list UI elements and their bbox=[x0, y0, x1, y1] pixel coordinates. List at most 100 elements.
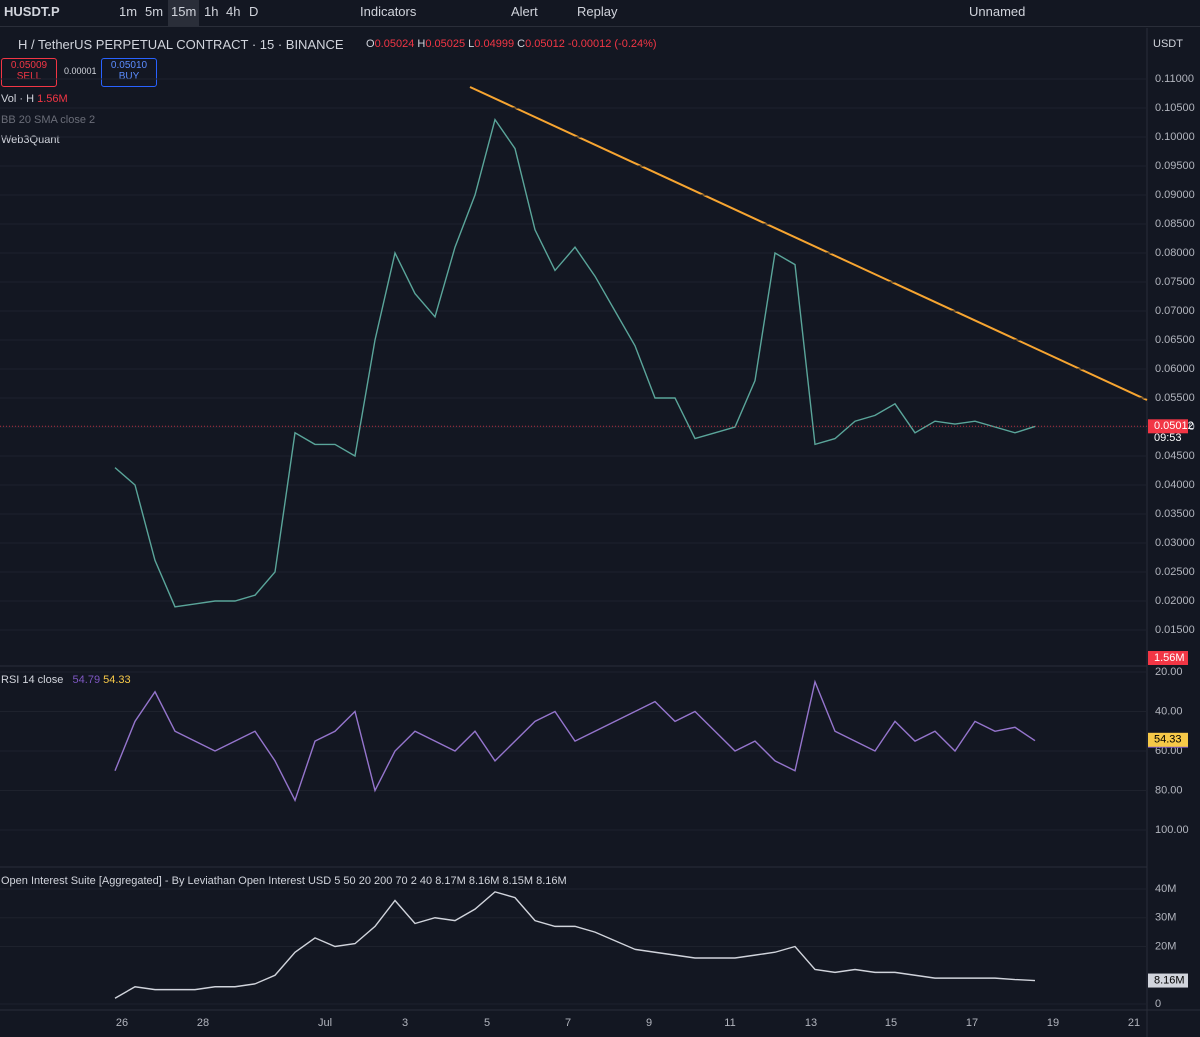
layout-name[interactable]: Unnamed bbox=[969, 4, 1026, 19]
buy: BUY bbox=[118, 71, 140, 82]
interval[interactable]: 15m bbox=[168, 0, 200, 26]
series-line bbox=[114, 679, 1036, 803]
y-tick-label: 0.06500 bbox=[1155, 334, 1195, 346]
y-tick-label: 0.02500 bbox=[1155, 566, 1195, 578]
l: 0.04999 bbox=[474, 38, 515, 50]
y-tick-label: 0.09500 bbox=[1155, 160, 1195, 172]
symbol-title: H / TetherUS PERPETUAL CONTRACT · 15 · B… bbox=[18, 37, 344, 52]
replay[interactable]: Replay bbox=[577, 4, 618, 19]
price-tag bbox=[1148, 419, 1188, 434]
x-tick-label: Jul bbox=[318, 1017, 332, 1029]
vol-legend: Vol · H 1.56M bbox=[1, 93, 68, 105]
interval[interactable]: 1h bbox=[204, 4, 219, 19]
x-tick-label: 5 bbox=[484, 1017, 490, 1029]
oi-reading: 8.15M bbox=[502, 875, 534, 887]
symbol[interactable]: HUSDT.P bbox=[4, 4, 60, 19]
rsi-ma: 54.33 bbox=[103, 674, 131, 686]
o: 0.05024 bbox=[374, 38, 415, 50]
y-tick-label: 0.06000 bbox=[1155, 363, 1195, 375]
interval[interactable]: D bbox=[249, 4, 259, 19]
l-label: L bbox=[468, 38, 475, 50]
ohlc: O0.05024 H0.05025 L0.04999 C0.05012 -0.0… bbox=[366, 38, 657, 50]
price-tag-label: 8.16M bbox=[1154, 974, 1185, 986]
h: 0.05025 bbox=[425, 38, 466, 50]
rsi-title: RSI 14 close bbox=[1, 674, 64, 686]
y-tick-label: 0.04500 bbox=[1155, 450, 1195, 462]
currency[interactable]: USDT bbox=[1153, 38, 1183, 50]
oi-legend: Open Interest Suite [Aggregated] - By Le… bbox=[1, 875, 567, 887]
y-tick-label: 40M bbox=[1155, 883, 1176, 895]
interval[interactable]: 5m bbox=[145, 4, 164, 19]
y-tick-label: 0.11000 bbox=[1155, 73, 1194, 85]
y-tick-label: 0.03000 bbox=[1155, 537, 1195, 549]
y-tick-label: 20M bbox=[1155, 940, 1176, 952]
y-tick-label: 0.09000 bbox=[1155, 189, 1195, 201]
countdown: 09:53 bbox=[1154, 432, 1182, 444]
sell-price: 0.05009 bbox=[10, 60, 48, 71]
vol-label: Vol · H bbox=[1, 93, 35, 105]
y-tick-label: 0.01500 bbox=[1155, 624, 1195, 636]
change: -0.00012 (-0.24%) bbox=[567, 38, 657, 50]
price-tag-label: 0.05012 bbox=[1154, 420, 1194, 432]
rsi-legend: RSI 14 close 54.79 54.33 bbox=[1, 674, 131, 686]
x-tick-label: 3 bbox=[402, 1017, 408, 1029]
y-tick-label: 80.00 bbox=[1155, 784, 1183, 796]
x-tick-label: 26 bbox=[116, 1017, 128, 1029]
oi-reading: 8.16M bbox=[536, 875, 567, 887]
toolbar: HUSDT.P 1m 5m 15m 1h 4h D Indicators Ale… bbox=[0, 0, 1200, 27]
o-label: O bbox=[366, 38, 375, 50]
y-tick-label: 0.07000 bbox=[1155, 305, 1195, 317]
x-tick-label: 17 bbox=[966, 1017, 978, 1029]
trend-line bbox=[469, 86, 1148, 401]
h-label: H bbox=[417, 38, 426, 50]
bb-legend: BB 20 SMA close 2 bbox=[1, 114, 96, 126]
x-tick-label: 19 bbox=[1047, 1017, 1059, 1029]
vol-tag: 1.56M bbox=[1154, 652, 1185, 664]
rsi: 54.79 bbox=[72, 674, 101, 686]
sell: SELL bbox=[16, 71, 42, 82]
y-tick-label: 30M bbox=[1155, 912, 1176, 924]
interval[interactable]: 1m bbox=[119, 4, 138, 19]
y-tick-label: 20.00 bbox=[1155, 666, 1183, 678]
y-tick-label: 0.10500 bbox=[1155, 102, 1195, 114]
x-tick-label: 21 bbox=[1128, 1017, 1140, 1029]
vol: 1.56M bbox=[37, 93, 68, 105]
price-tag bbox=[1148, 732, 1188, 747]
x-tick-label: 11 bbox=[724, 1017, 735, 1029]
x-tick-label: 9 bbox=[646, 1017, 652, 1029]
alert[interactable]: Alert bbox=[511, 4, 538, 19]
y-tick-label: 0.03500 bbox=[1155, 508, 1195, 520]
y-tick-label: 60.00 bbox=[1155, 745, 1183, 757]
y-tick-label: 0.10000 bbox=[1155, 131, 1195, 143]
c-label: C bbox=[517, 38, 526, 50]
oi-reading: 8.17M bbox=[435, 875, 466, 887]
series-line bbox=[114, 117, 1036, 608]
buy-button[interactable]: 0.05010 BUY bbox=[101, 58, 157, 87]
y-tick-label: 0.05000 bbox=[1155, 421, 1195, 433]
x-tick-label: 7 bbox=[565, 1017, 571, 1029]
oi-reading: 8.16M bbox=[468, 875, 500, 887]
x-tick-label: 15 bbox=[885, 1017, 897, 1029]
y-tick-label: 0.08000 bbox=[1155, 247, 1195, 259]
price-tag bbox=[1148, 733, 1188, 748]
oi-title: Open Interest Suite [Aggregated] - By Le… bbox=[1, 875, 433, 887]
price-tag bbox=[1148, 973, 1188, 988]
spread: 0.00001 bbox=[64, 66, 97, 76]
y-tick-label: 0.04000 bbox=[1155, 479, 1195, 491]
y-tick-label: 0 bbox=[1155, 998, 1161, 1010]
web3-legend: Web3Quant bbox=[1, 134, 60, 146]
y-tick-label: 0.05500 bbox=[1155, 392, 1195, 404]
interval[interactable]: 4h bbox=[226, 4, 241, 19]
y-tick-label: 40.00 bbox=[1155, 705, 1183, 717]
indicators[interactable]: Indicators bbox=[360, 4, 417, 19]
y-tick-label: 0.02000 bbox=[1155, 595, 1195, 607]
vol-tag-bg bbox=[1148, 651, 1188, 665]
y-tick-label: 0.07500 bbox=[1155, 276, 1195, 288]
price-tag-label: 54.79 bbox=[1154, 735, 1182, 747]
y-tick-label: 0.08500 bbox=[1155, 218, 1195, 230]
sell-button[interactable]: 0.05009 SELL bbox=[1, 58, 57, 87]
x-tick-label: 13 bbox=[805, 1017, 817, 1029]
c: 0.05012 bbox=[525, 38, 565, 50]
buy-price: 0.05010 bbox=[110, 60, 148, 71]
